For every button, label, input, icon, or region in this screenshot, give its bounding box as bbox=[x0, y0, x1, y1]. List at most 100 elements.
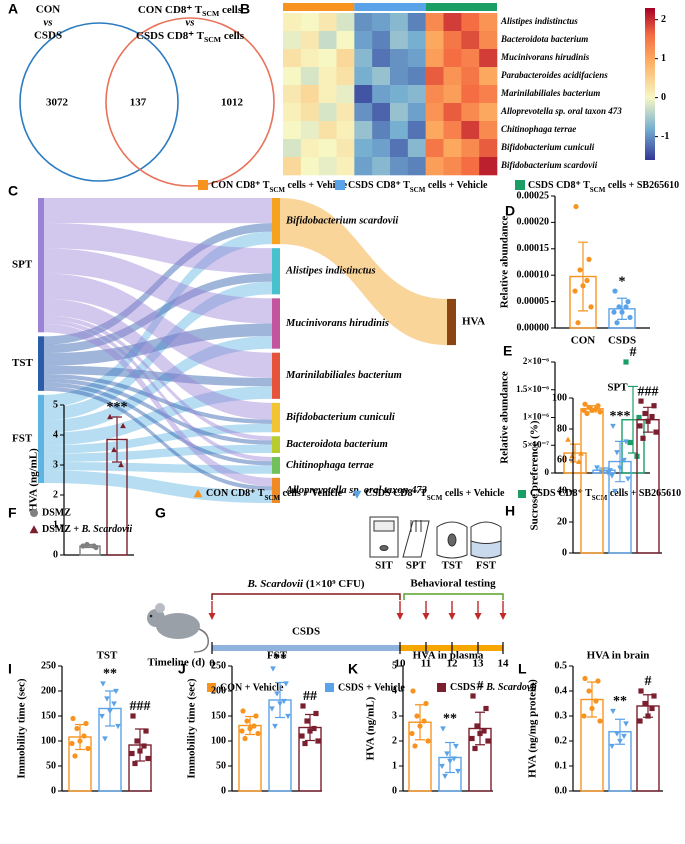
text-part: DSMZ + bbox=[42, 524, 82, 535]
heat-cell bbox=[318, 49, 337, 68]
test-label: SPT bbox=[406, 560, 427, 572]
y-tick-label: 0.00015 bbox=[517, 243, 550, 254]
point bbox=[137, 748, 143, 754]
point bbox=[627, 314, 633, 321]
heat-cell bbox=[461, 49, 480, 68]
heat-cell bbox=[443, 31, 462, 50]
y-tick-label: 0.4 bbox=[555, 685, 568, 696]
point bbox=[589, 705, 595, 712]
point bbox=[584, 410, 590, 417]
arrow-head bbox=[208, 613, 216, 620]
heat-cell bbox=[336, 13, 355, 32]
text-part: (1×10⁹ CFU) bbox=[303, 578, 365, 590]
heat-cell bbox=[354, 49, 373, 68]
point bbox=[447, 758, 453, 765]
point bbox=[609, 743, 615, 750]
heat-cell bbox=[390, 13, 409, 32]
point bbox=[440, 726, 446, 732]
heat-cell bbox=[318, 67, 337, 86]
point bbox=[586, 688, 592, 694]
y-tick-label: 0.00000 bbox=[517, 322, 550, 333]
point bbox=[425, 738, 431, 744]
point bbox=[455, 768, 461, 775]
node-label: Bifidobacterium scardovii bbox=[285, 215, 398, 226]
point bbox=[485, 738, 491, 744]
panel-title: HVA in plasma bbox=[413, 650, 484, 662]
y-axis-label: HVA (ng/mg protein) bbox=[527, 679, 539, 778]
point bbox=[72, 753, 78, 759]
point bbox=[107, 708, 113, 715]
panel-title: HVA in brain bbox=[587, 650, 650, 662]
heat-cell bbox=[390, 31, 409, 50]
heat-cell bbox=[354, 85, 373, 104]
day-label: 10 bbox=[395, 658, 407, 670]
day-label: 11 bbox=[421, 658, 431, 670]
point bbox=[315, 738, 321, 744]
colorbar-label: -1 bbox=[661, 131, 669, 142]
legend-label: CSDS CD8⁺ TSCM cells + Vehicle bbox=[365, 488, 505, 501]
test-label: SIT bbox=[375, 560, 393, 572]
text-part: cells + Vehicle bbox=[442, 488, 505, 499]
mouse-icon bbox=[147, 603, 209, 653]
annotation: ** bbox=[443, 712, 457, 727]
heat-cell bbox=[425, 13, 444, 32]
point bbox=[409, 730, 415, 737]
node bbox=[447, 298, 456, 346]
legend-label: CSDS CD8⁺ TSCM cells + Vehicle bbox=[348, 180, 488, 193]
point bbox=[651, 693, 657, 699]
legend-swatch bbox=[325, 683, 334, 692]
y-tick-label: 60 bbox=[557, 454, 567, 465]
point bbox=[281, 698, 287, 705]
point bbox=[311, 725, 317, 732]
legend-label: CSDS CD8⁺ TSCM cells + SB265610 bbox=[528, 180, 679, 193]
point bbox=[611, 309, 617, 315]
error-bar bbox=[445, 741, 455, 774]
y-tick-label: 0 bbox=[545, 467, 550, 477]
row-label: Marinilabiliales bacterium bbox=[500, 88, 600, 98]
venn-count: 137 bbox=[130, 97, 147, 109]
point bbox=[442, 773, 448, 780]
y-tick-label: 250 bbox=[41, 660, 56, 671]
point bbox=[651, 403, 657, 409]
heat-cell bbox=[300, 157, 319, 176]
colorbar-label: 0 bbox=[661, 92, 666, 103]
node bbox=[38, 336, 44, 391]
point bbox=[270, 666, 276, 672]
y-tick-label: 200 bbox=[211, 685, 226, 696]
legend-label: CON CD8⁺ TSCM cells + Vehicle bbox=[211, 180, 348, 193]
node-label: Chitinophaga terrae bbox=[286, 460, 374, 471]
heat-cell bbox=[407, 67, 426, 86]
legend-swatch bbox=[437, 683, 446, 692]
annotation: # bbox=[645, 674, 652, 689]
point bbox=[625, 476, 631, 482]
arrow-head bbox=[396, 613, 404, 620]
panel-label: E bbox=[503, 343, 512, 359]
y-tick-label: 1 bbox=[392, 760, 397, 771]
y-tick-label: 150 bbox=[41, 710, 56, 721]
tst-cylinder bbox=[436, 521, 468, 559]
point bbox=[107, 413, 113, 420]
point bbox=[582, 675, 588, 682]
node bbox=[272, 477, 280, 503]
flow bbox=[44, 374, 272, 424]
treatment-label: B. Scardovii (1×10⁹ CFU) bbox=[246, 578, 364, 590]
csds-phase bbox=[212, 645, 400, 651]
heat-cell bbox=[443, 49, 462, 68]
point bbox=[70, 715, 76, 722]
heat-cell bbox=[372, 121, 391, 140]
point bbox=[474, 723, 480, 729]
point bbox=[277, 701, 283, 707]
heat-cell bbox=[336, 49, 355, 68]
point bbox=[614, 450, 620, 456]
annotation: ### bbox=[638, 384, 659, 399]
flow bbox=[44, 470, 272, 503]
row-label: Mucinivorans hirudinis bbox=[500, 52, 590, 62]
row-label: Alloprevotella sp. oral taxon 473 bbox=[500, 106, 622, 116]
flow bbox=[44, 323, 272, 366]
phase-label: CSDS bbox=[292, 626, 320, 638]
text-part: CON CD8⁺ T bbox=[211, 180, 270, 191]
panel-label: A bbox=[8, 1, 18, 17]
row-label: Bifidobacterium cuniculi bbox=[500, 142, 595, 152]
y-tick-label: 5 bbox=[53, 399, 58, 410]
heat-cell bbox=[372, 31, 391, 50]
